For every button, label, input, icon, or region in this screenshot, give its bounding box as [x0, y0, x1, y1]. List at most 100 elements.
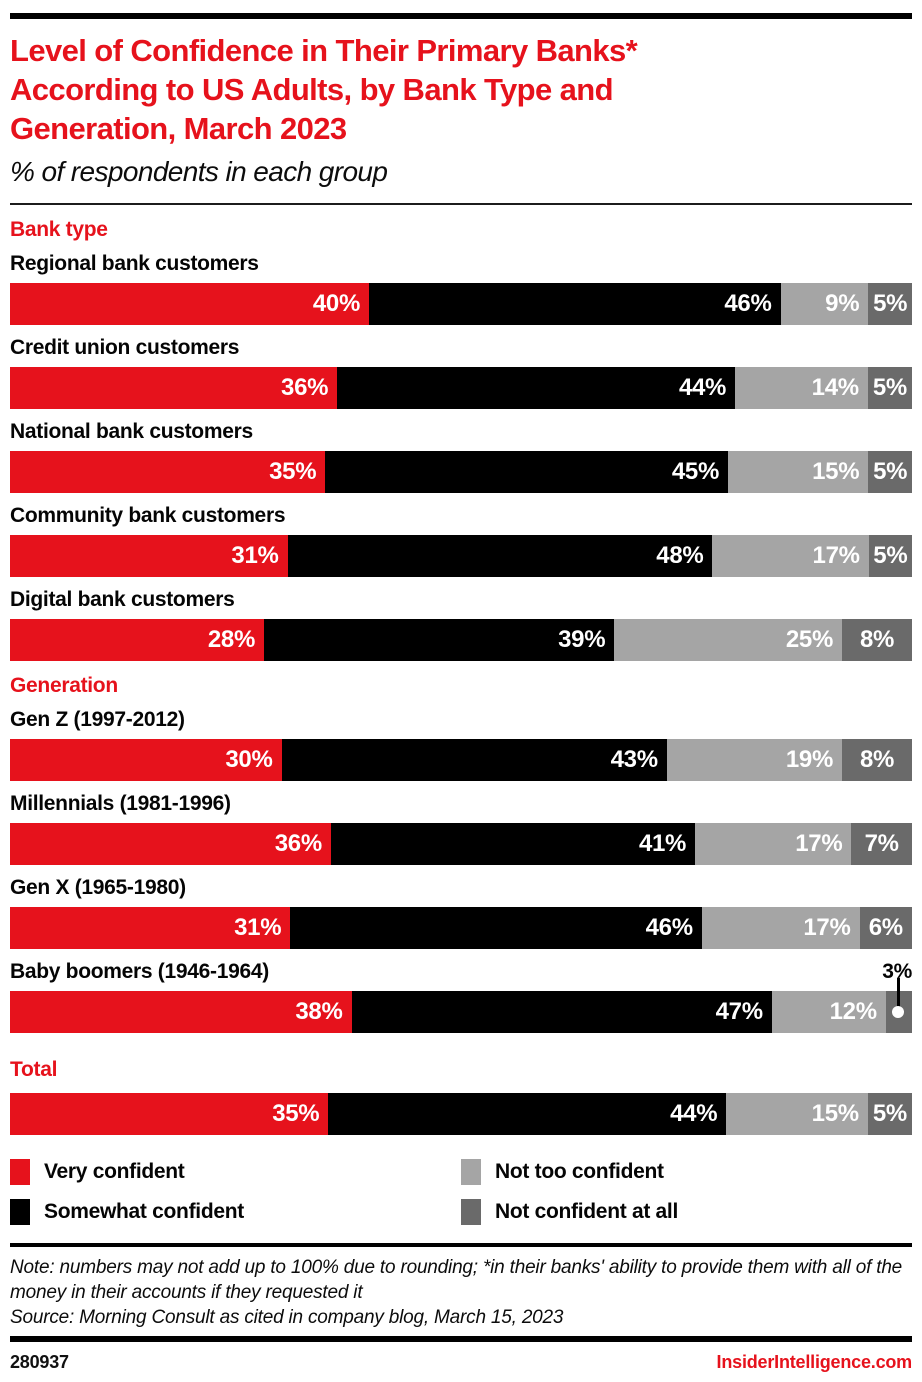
legend-item-not-too-confident: Not too confident [461, 1159, 912, 1185]
bar-segment-not-too-confident: 19% [666, 739, 842, 781]
bar-segment-not-confident-at-all: 5% [868, 451, 912, 493]
legend-item-somewhat-confident: Somewhat confident [10, 1199, 461, 1225]
bar-segment-somewhat-confident: 41% [330, 823, 696, 865]
bar-row: Digital bank customers 28% 39% 25% 8% [10, 589, 912, 661]
section-heading: Bank type [10, 218, 108, 241]
bar-segment-very-confident: 31% [10, 535, 288, 577]
legend-label: Very confident [44, 1160, 185, 1183]
segment-value: 31% [234, 914, 282, 941]
chart-page: Level of Confidence in Their Primary Ban… [0, 13, 922, 1373]
bar-segment-not-too-confident: 17% [695, 823, 852, 865]
segment-value: 46% [724, 290, 772, 317]
bar-segment-very-confident: 30% [10, 739, 282, 781]
chart-id: 280937 [10, 1352, 69, 1372]
segment-value: 15% [811, 1100, 859, 1127]
bar-segment-somewhat-confident: 39% [264, 619, 615, 661]
segment-value: 46% [645, 914, 693, 941]
bar-row: 35% 44% 15% 5% [10, 1093, 912, 1135]
segment-value: 17% [812, 542, 860, 569]
bar-segment-very-confident: 38% [10, 991, 352, 1033]
title-line-2: According to US Adults, by Bank Type and [10, 72, 614, 107]
title-line-3: Generation, March 2023 [10, 111, 347, 146]
bar-row: Community bank customers 31% 48% 17% 5% [10, 505, 912, 577]
stacked-bar: 36% 44% 14% 5% [10, 367, 912, 409]
segment-value: 8% [859, 746, 895, 773]
bar-row: Regional bank customers 40% 46% 9% 5% [10, 253, 912, 325]
stacked-bar: 31% 46% 17% 6% [10, 907, 912, 949]
bar-segment-somewhat-confident: 48% [287, 535, 713, 577]
bar-segment-not-too-confident: 14% [735, 367, 868, 409]
footer: 280937 InsiderIntelligence.com [10, 1352, 912, 1373]
segment-value: 35% [269, 458, 317, 485]
bar-segment-not-confident-at-all: 8% [842, 619, 912, 661]
segment-value: 17% [803, 914, 851, 941]
row-label: Community bank customers [10, 504, 286, 527]
row-label: Gen Z (1997-2012) [10, 708, 185, 731]
chart-section: Total 35% 44% 15% 5% [10, 1059, 912, 1135]
legend-label: Not confident at all [495, 1200, 679, 1223]
bar-row: Gen X (1965-1980) 31% 46% 17% 6% [10, 877, 912, 949]
row-label: Digital bank customers [10, 588, 235, 611]
bar-segment-somewhat-confident: 45% [325, 451, 728, 493]
legend-item-very-confident: Very confident [10, 1159, 461, 1185]
row-label-line: Millennials (1981-1996) [10, 793, 912, 815]
segment-value: 38% [295, 998, 343, 1025]
segment-value: 41% [638, 830, 687, 857]
footer-divider [10, 1336, 912, 1342]
bar-segment-not-confident-at-all: 5% [868, 535, 912, 577]
segment-value: 9% [825, 290, 860, 317]
legend-swatch-very-confident-icon [10, 1159, 30, 1185]
bar-segment-not-too-confident: 9% [780, 283, 869, 325]
row-label: Baby boomers (1946-1964) [10, 960, 269, 983]
bar-segment-not-confident-at-all: 7% [851, 823, 912, 865]
chart: Bank type Regional bank customers 40% 46% 9%… [10, 219, 912, 1135]
segment-value: 5% [872, 374, 907, 401]
segment-value: 47% [715, 998, 763, 1025]
callout-dot [892, 1006, 905, 1018]
segment-value: 19% [785, 746, 833, 773]
row-label: Credit union customers [10, 336, 240, 359]
legend-label: Not too confident [495, 1160, 664, 1183]
bar-row: National bank customers 35% 45% 15% 5% [10, 421, 912, 493]
segment-value: 5% [873, 290, 908, 317]
row-label-line: Gen X (1965-1980) [10, 877, 912, 899]
bar-segment-not-confident-at-all: 8% [842, 739, 912, 781]
bar-segment-not-too-confident: 15% [728, 451, 869, 493]
section-heading: Generation [10, 674, 118, 697]
segment-value: 39% [558, 626, 606, 653]
segment-value: 35% [272, 1100, 320, 1127]
segment-value: 6% [868, 914, 903, 941]
bar-segment-not-confident-at-all: 5% [867, 367, 912, 409]
bar-segment-very-confident: 36% [10, 823, 331, 865]
callout-line [896, 978, 900, 1013]
row-label-line: Credit union customers [10, 337, 912, 359]
footer-site-link: InsiderIntelligence.com [716, 1352, 913, 1372]
stacked-bar: 40% 46% 9% 5% [10, 283, 912, 325]
bar-segment-very-confident: 35% [10, 451, 326, 493]
page-title: Level of Confidence in Their Primary Ban… [10, 31, 912, 148]
row-label-line: Baby boomers (1946-1964) 3% [10, 961, 912, 983]
row-label: Regional bank customers [10, 252, 259, 275]
title-line-1: Level of Confidence in Their Primary Ban… [10, 33, 638, 68]
segment-value: 7% [864, 830, 899, 857]
segment-value: 17% [795, 830, 843, 857]
bar-row: Gen Z (1997-2012) 30% 43% 19% 8% [10, 709, 912, 781]
note-divider [10, 1243, 912, 1247]
bar-segment-very-confident: 35% [10, 1093, 329, 1135]
bar-segment-not-confident-at-all: 5% [868, 283, 912, 325]
subtitle-divider [10, 203, 912, 205]
row-label-line: Regional bank customers [10, 253, 912, 275]
stacked-bar: 36% 41% 17% 7% [10, 823, 912, 865]
stacked-bar: 38% 47% 12% [10, 978, 912, 1033]
note-block: Note: numbers may not add up to 100% due… [10, 1255, 912, 1330]
bar-segment-not-confident-at-all: 5% [867, 1093, 912, 1135]
segment-value: 43% [610, 746, 658, 773]
bar-segment-not-too-confident: 25% [614, 619, 842, 661]
bar-segment-somewhat-confident: 46% [369, 283, 781, 325]
row-label-line: Community bank customers [10, 505, 912, 527]
chart-section: Generation Gen Z (1997-2012) 30% 43% 19% 8% Mi… [10, 675, 912, 1033]
segment-value: 28% [207, 626, 255, 653]
legend-label: Somewhat confident [44, 1200, 244, 1223]
bar-segment-very-confident: 28% [10, 619, 264, 661]
stacked-bar: 28% 39% 25% 8% [10, 619, 912, 661]
